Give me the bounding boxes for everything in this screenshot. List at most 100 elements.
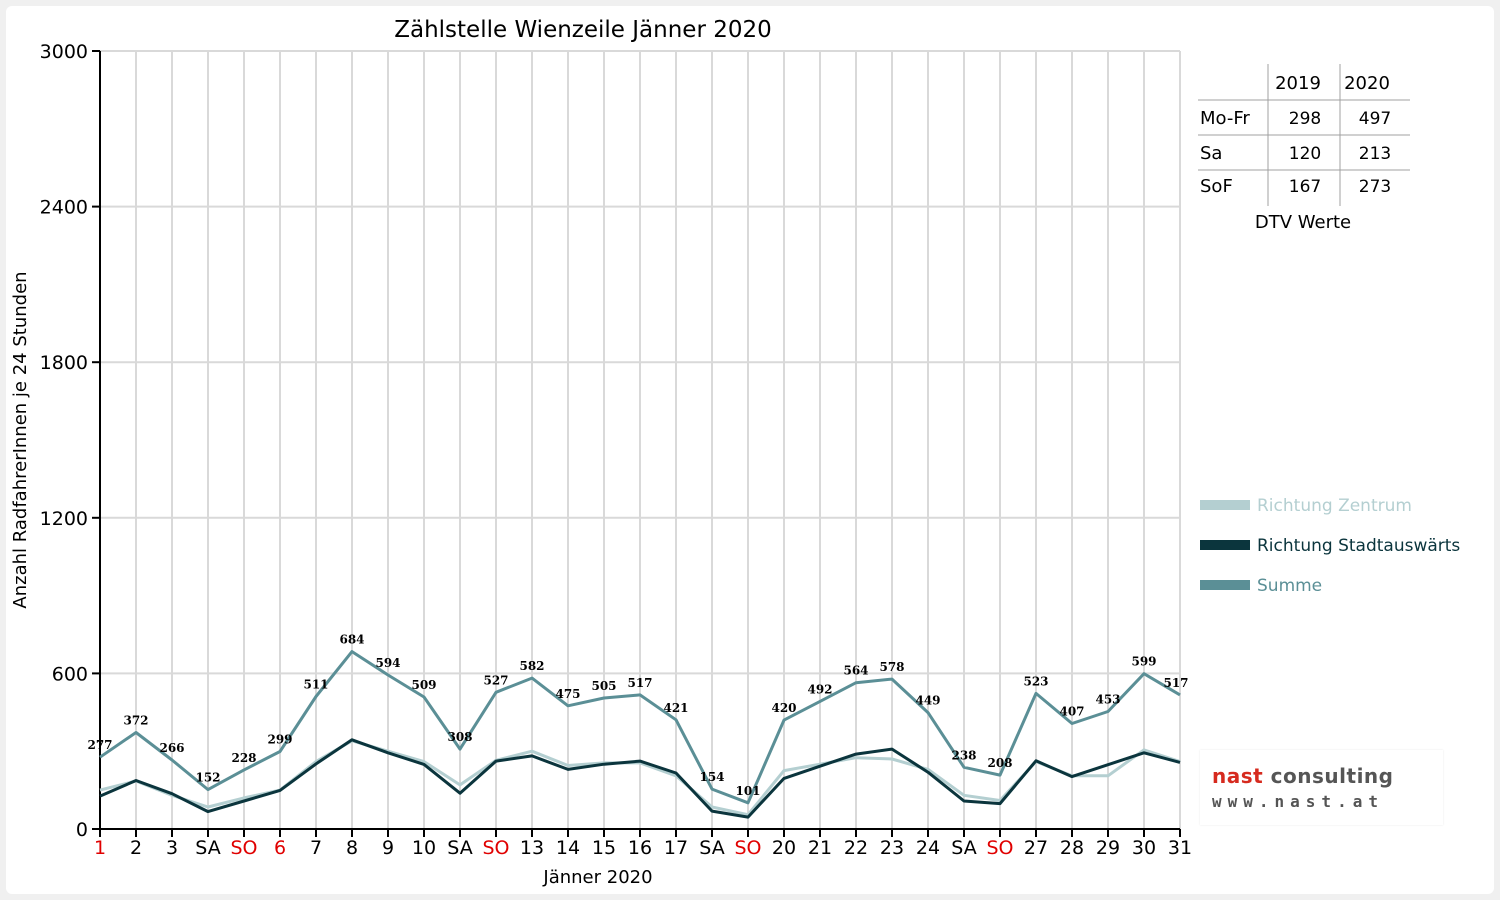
data-label: 228: [231, 751, 256, 765]
data-label: 453: [1095, 693, 1120, 707]
x-tick-label: 9: [382, 837, 394, 859]
legend-label: Richtung Zentrum: [1257, 496, 1412, 516]
legend-item-summe: Summe: [1200, 576, 1322, 596]
x-tick-label: 31: [1168, 837, 1192, 859]
x-tick-label: 10: [412, 837, 436, 859]
data-labels: 277 372 266 152 228 299 511 684 594 509 308 527 582 4…: [87, 633, 1188, 798]
x-tick-label: 23: [880, 837, 904, 859]
x-tick-label: 22: [844, 837, 868, 859]
data-label: 152: [195, 771, 220, 785]
x-tick-label: 14: [556, 837, 580, 859]
x-tick-label: 29: [1096, 837, 1120, 859]
x-tick-label: SA: [447, 837, 472, 859]
x-tick-label: SO: [986, 837, 1013, 859]
table-header-2019: 2019: [1275, 73, 1321, 94]
y-tick-label: 3000: [40, 41, 88, 63]
table-row-label: Sa: [1200, 143, 1222, 164]
data-label: 308: [447, 730, 472, 744]
series-layer: [99, 650, 1181, 819]
x-tick-label: 2: [130, 837, 142, 859]
series-line-summe: [99, 650, 1181, 805]
legend-label: Summe: [1257, 576, 1322, 596]
data-label: 564: [843, 664, 868, 678]
x-tick-label: 20: [772, 837, 796, 859]
legend-item-richtung-zentrum: Richtung Zentrum: [1200, 496, 1412, 516]
table-cell: 298: [1289, 109, 1321, 129]
logo-url: www.nast.at: [1212, 792, 1384, 811]
data-label: 511: [303, 677, 328, 691]
series-line-richtung-stadtauswaerts: [99, 738, 1181, 819]
x-tick-label: 8: [346, 837, 358, 859]
data-label: 208: [987, 756, 1012, 770]
data-label: 449: [915, 694, 940, 708]
chart-frame: [6, 6, 1494, 894]
table-caption: DTV Werte: [1255, 212, 1351, 233]
data-label: 492: [807, 682, 832, 696]
y-tick-label: 1800: [40, 352, 88, 374]
x-tick-label: 7: [310, 837, 322, 859]
chart-title: Zählstelle Wienzeile Jänner 2020: [394, 17, 772, 43]
x-tick-label: SA: [699, 837, 724, 859]
x-tick-label: 17: [664, 837, 688, 859]
table-header-2020: 2020: [1344, 73, 1390, 94]
data-label: 421: [663, 701, 688, 715]
data-label: 238: [951, 748, 976, 762]
x-tick-label: 24: [916, 837, 940, 859]
x-tick-label: 21: [808, 837, 832, 859]
data-label: 509: [411, 678, 436, 692]
legend-swatch: [1200, 580, 1250, 590]
table-row-label: Mo-Fr: [1200, 108, 1250, 129]
table-cell: 213: [1359, 144, 1391, 164]
data-label: 475: [555, 687, 580, 701]
x-tick-label: SO: [230, 837, 257, 859]
x-axis-title: Jänner 2020: [542, 867, 652, 888]
y-tick-label: 600: [52, 663, 88, 685]
table-cell: 273: [1359, 177, 1391, 197]
table-cell: 120: [1289, 144, 1321, 164]
data-label: 266: [159, 741, 184, 755]
logo-brand-part1: nast: [1212, 764, 1264, 788]
y-tick-label: 1200: [40, 508, 88, 530]
data-label: 599: [1131, 655, 1156, 669]
data-label: 101: [735, 784, 760, 798]
x-tick-label: SO: [734, 837, 761, 859]
x-tick-label: 6: [274, 837, 286, 859]
data-label: 684: [339, 633, 364, 647]
x-tick-label: SO: [482, 837, 509, 859]
legend-swatch: [1200, 540, 1250, 550]
grid: [100, 50, 1181, 829]
data-label: 517: [627, 676, 652, 690]
data-label: 582: [519, 659, 544, 673]
data-label: 154: [699, 770, 724, 784]
dtv-table: 2019 2020 Mo-Fr 298 497 Sa 120 213 SoF 1…: [1198, 64, 1410, 233]
x-tick-label: 13: [520, 837, 544, 859]
data-label: 407: [1059, 704, 1084, 718]
logo-brand-part2: consulting: [1270, 764, 1394, 788]
data-label: 523: [1023, 674, 1048, 688]
y-axis-title: Anzahl RadfahrerInnen je 24 Stunden: [10, 271, 31, 608]
x-tick-label: SA: [195, 837, 220, 859]
x-tick-label: 16: [628, 837, 652, 859]
x-tick-label: 3: [166, 837, 178, 859]
data-label: 594: [375, 656, 400, 670]
table-row-label: SoF: [1200, 176, 1233, 197]
x-tick-label: 1: [94, 837, 106, 859]
data-label: 420: [771, 701, 796, 715]
y-tick-label: 0: [76, 819, 88, 841]
data-label: 505: [591, 679, 616, 693]
x-tick-label: 30: [1132, 837, 1156, 859]
data-label: 372: [123, 714, 148, 728]
company-logo: nast consulting www.nast.at: [1200, 750, 1443, 825]
table-cell: 497: [1359, 109, 1391, 129]
x-tick-label: SA: [951, 837, 976, 859]
legend-label: Richtung Stadtauswärts: [1257, 536, 1460, 556]
x-tick-label: 28: [1060, 837, 1084, 859]
y-tick-label: 2400: [40, 197, 88, 219]
data-label: 277: [87, 738, 112, 752]
table-cell: 167: [1289, 177, 1321, 197]
data-label: 299: [267, 732, 292, 746]
x-tick-label: 15: [592, 837, 616, 859]
data-label: 578: [879, 660, 904, 674]
